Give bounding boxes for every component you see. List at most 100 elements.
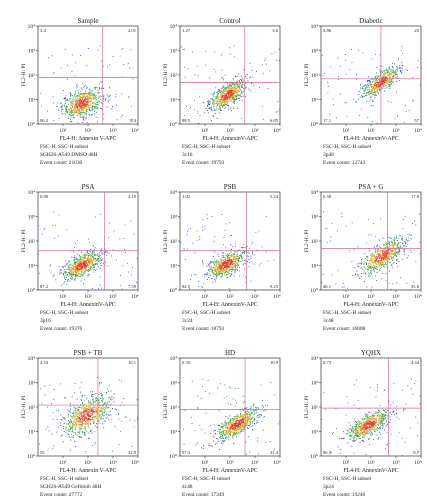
- event-dot: [400, 246, 402, 248]
- event-dot: [62, 90, 64, 92]
- event-dot: [97, 108, 99, 110]
- event-dot: [378, 256, 380, 259]
- event-dot: [364, 272, 366, 274]
- event-dot: [250, 255, 252, 257]
- event-dot: [64, 281, 66, 283]
- event-dot: [98, 413, 100, 415]
- event-dot: [367, 86, 369, 88]
- event-dot: [73, 255, 75, 257]
- event-dot: [205, 273, 207, 275]
- event-dot: [83, 417, 85, 419]
- event-dot: [222, 91, 224, 93]
- event-dot: [377, 75, 379, 77]
- event-dot: [61, 269, 63, 271]
- event-dot: [397, 59, 399, 61]
- quadrant-ll-label: 88.5: [182, 118, 191, 123]
- event-dot: [407, 255, 409, 257]
- event-dot: [371, 58, 373, 60]
- event-dot: [365, 92, 368, 94]
- event-dot: [242, 88, 244, 90]
- event-dot: [73, 419, 75, 421]
- event-dot: [79, 411, 81, 414]
- event-dot: [92, 391, 94, 393]
- event-dot: [246, 246, 248, 248]
- x-tick-label: 10⁴: [414, 128, 422, 134]
- event-dot: [221, 95, 223, 97]
- event-dot: [251, 242, 253, 244]
- quadrant-ul-label: 1.27: [182, 28, 191, 33]
- event-dot: [390, 256, 392, 258]
- event-dot: [92, 264, 94, 266]
- event-dot: [81, 105, 83, 107]
- event-dot: [376, 122, 378, 124]
- event-dot: [395, 91, 397, 93]
- event-dot: [82, 82, 84, 84]
- event-dot: [98, 420, 100, 422]
- event-dot: [99, 401, 101, 403]
- event-dot: [78, 111, 81, 114]
- event-dot: [375, 85, 377, 87]
- event-dot: [95, 98, 98, 101]
- event-dot: [365, 95, 367, 97]
- y-tick-label: 10³: [311, 215, 319, 221]
- event-dot: [229, 89, 231, 91]
- event-dot: [102, 405, 104, 407]
- event-dot: [215, 277, 217, 279]
- event-dot: [67, 413, 69, 416]
- event-dot: [120, 116, 122, 118]
- event-dot: [69, 280, 71, 282]
- event-dot: [93, 402, 95, 404]
- event-dot: [227, 82, 229, 84]
- event-dot: [238, 89, 240, 91]
- event-dot: [243, 274, 245, 276]
- event-dot: [77, 108, 79, 110]
- event-dot: [237, 257, 239, 260]
- event-dot: [80, 105, 82, 107]
- event-dot: [76, 407, 78, 409]
- event-dot: [363, 265, 365, 267]
- event-dot: [388, 253, 390, 255]
- event-dot: [111, 108, 113, 110]
- event-dot: [97, 107, 99, 109]
- event-dot: [84, 427, 86, 429]
- event-dot: [107, 265, 109, 267]
- event-dot: [233, 255, 235, 257]
- event-dot: [373, 246, 375, 248]
- event-dot: [224, 269, 226, 271]
- event-dot: [358, 262, 360, 264]
- event-dot: [229, 91, 231, 93]
- event-dot: [229, 272, 231, 274]
- event-dot: [396, 245, 398, 248]
- event-dot: [81, 267, 83, 269]
- x-tick-label: 10²: [84, 294, 92, 300]
- event-dot: [90, 97, 92, 100]
- event-dot: [371, 87, 373, 89]
- event-dot: [96, 87, 98, 89]
- event-dot: [92, 259, 94, 261]
- event-dot: [79, 55, 81, 57]
- event-dot: [70, 268, 72, 270]
- event-dot: [199, 96, 201, 98]
- event-dot: [72, 111, 74, 113]
- event-dot: [366, 259, 368, 261]
- event-dot: [376, 246, 378, 248]
- event-dot: [394, 248, 396, 250]
- event-dot: [91, 114, 93, 116]
- event-dot: [85, 117, 87, 119]
- event-dot: [115, 93, 117, 95]
- event-dot: [101, 252, 103, 254]
- event-dot: [83, 263, 85, 265]
- event-dot: [58, 273, 61, 275]
- event-dot: [111, 418, 113, 420]
- x-axis-label: FL4-H: Annexin V-APC: [60, 136, 117, 142]
- dots: [321, 45, 422, 124]
- event-dot: [391, 80, 393, 82]
- event-dot: [231, 261, 233, 263]
- event-dot: [367, 257, 369, 259]
- event-dot: [218, 274, 220, 276]
- event-dot: [371, 266, 373, 268]
- event-dot: [78, 105, 80, 107]
- event-dot: [81, 100, 83, 103]
- event-dot: [389, 86, 391, 88]
- event-dot: [381, 70, 383, 72]
